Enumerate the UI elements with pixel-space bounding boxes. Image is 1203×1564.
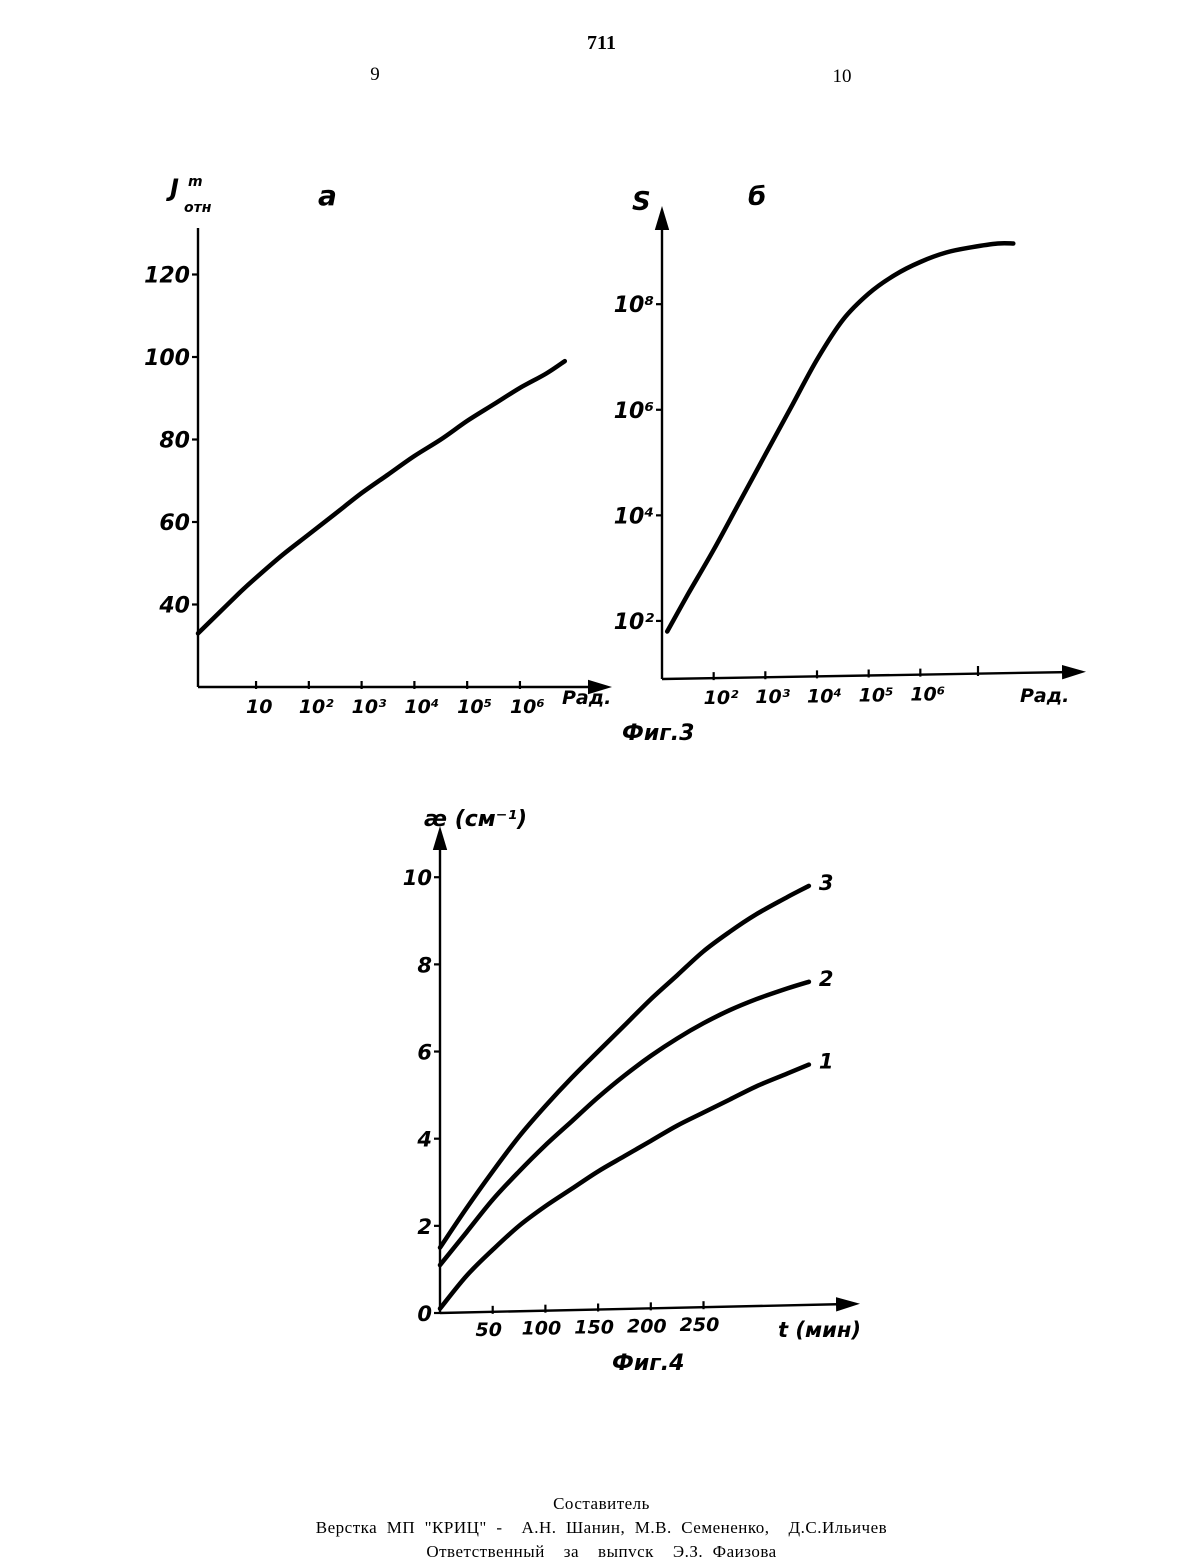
- chart-4-curve-1: [440, 1065, 809, 1309]
- chart-0-xtick-label: 10⁶: [510, 696, 545, 718]
- chart-3a-ylabel-sub: отн: [184, 200, 212, 216]
- chart-1-xtick-label: 10²: [704, 687, 739, 709]
- chart-0-ytick-label: 80: [159, 429, 190, 454]
- chart-2-ytick-label: 2: [417, 1215, 432, 1239]
- chart-3a-panel-label: a: [318, 179, 337, 212]
- fig3-caption: Фиг.3: [622, 721, 694, 746]
- chart-2-ytick-label: 6: [417, 1041, 432, 1065]
- chart-1-xtick-label: 10³: [755, 686, 790, 708]
- chart-2-xtick-label: 200: [627, 1315, 667, 1337]
- chart-0-xtick-label: 10⁵: [457, 696, 492, 718]
- chart-2-xtick-label: 100: [522, 1318, 562, 1340]
- chart-4-series-label-3: 3: [819, 871, 834, 895]
- chart-3b-xlabel: Рад.: [1020, 685, 1069, 707]
- chart-2-xtick-label: 250: [680, 1314, 720, 1336]
- chart-4-series-label-2: 2: [819, 967, 834, 991]
- chart-1-ytick-label: 10⁸: [614, 293, 655, 318]
- chart-2-ytick-label: 8: [417, 953, 432, 977]
- footer-layout-line: Верстка МП "КРИЦ" - А.Н. Шанин, М.В. Сем…: [0, 1516, 1203, 1540]
- footer-compiler-line: Составитель: [0, 1492, 1203, 1516]
- chart-3b-panel-label: б: [748, 182, 766, 212]
- chart-1-ytick-label: 10⁶: [614, 399, 654, 424]
- chart-2-ytick-label: 4: [416, 1128, 432, 1152]
- chart-4: æ (см⁻¹) t (мин) 50100150200250 0246810 …: [403, 807, 861, 1342]
- chart-3b: S б Рад. 10² 10³ 10⁴ 10⁵ 10⁶ 10² 10⁴ 10⁶ 10⁸: [614, 182, 1074, 709]
- chart-3a-ylabel: J: [166, 174, 179, 202]
- footer-credits: Составитель Верстка МП "КРИЦ" - А.Н. Шан…: [0, 1492, 1203, 1564]
- chart-0-ytick-label: 40: [158, 594, 190, 619]
- chart-2-xtick-label: 150: [574, 1317, 614, 1339]
- chart-3a: J m отн a Рад. 10 10² 10³ 10⁴ 10⁵ 10⁶ 40 60 80 1…: [144, 174, 611, 718]
- chart-0-xtick-label: 10⁴: [404, 696, 439, 718]
- chart-4-series-label-1: 1: [819, 1050, 834, 1074]
- chart-3a-xlabel: Рад.: [562, 687, 611, 709]
- chart-3b-ylabel: S: [632, 187, 651, 217]
- chart-2-ytick-label: 0: [417, 1302, 432, 1326]
- chart-0-xtick-label: 10: [246, 696, 272, 718]
- chart-4-x-axis: [440, 1304, 848, 1313]
- chart-1-ytick-label: 10²: [614, 610, 655, 635]
- chart-2-ytick-label: 10: [403, 866, 432, 890]
- chart-4-xlabel: t (мин): [778, 1318, 861, 1342]
- chart-3b-curve: [667, 243, 1013, 631]
- chart-1-xtick-label: 10⁶: [910, 684, 945, 706]
- figures-canvas: J m отн a Рад. 1010²10³10⁴10⁵10⁶ 4060801…: [0, 0, 1203, 1490]
- chart-0-xtick-label: 10²: [299, 696, 334, 718]
- chart-1-xtick-label: 10⁵: [859, 684, 894, 706]
- chart-3a-ylabel-sup: m: [188, 174, 203, 190]
- chart-0-xtick-label: 10³: [352, 696, 387, 718]
- chart-4-ylabel: æ (см⁻¹): [424, 807, 527, 832]
- chart-1-ytick-label: 10⁴: [614, 504, 654, 529]
- fig4-caption: Фиг.4: [612, 1351, 684, 1376]
- chart-2-xtick-label: 50: [475, 1319, 501, 1341]
- chart-3a-curve: [198, 361, 565, 633]
- chart-1-xtick-label: 10⁴: [807, 685, 842, 707]
- footer-responsible-line: Ответственный за выпvск Э.З. Фаизова: [0, 1540, 1203, 1564]
- chart-0-ytick-label: 60: [159, 511, 190, 536]
- chart-0-ytick-label: 100: [144, 346, 190, 371]
- chart-0-ytick-label: 120: [144, 264, 190, 289]
